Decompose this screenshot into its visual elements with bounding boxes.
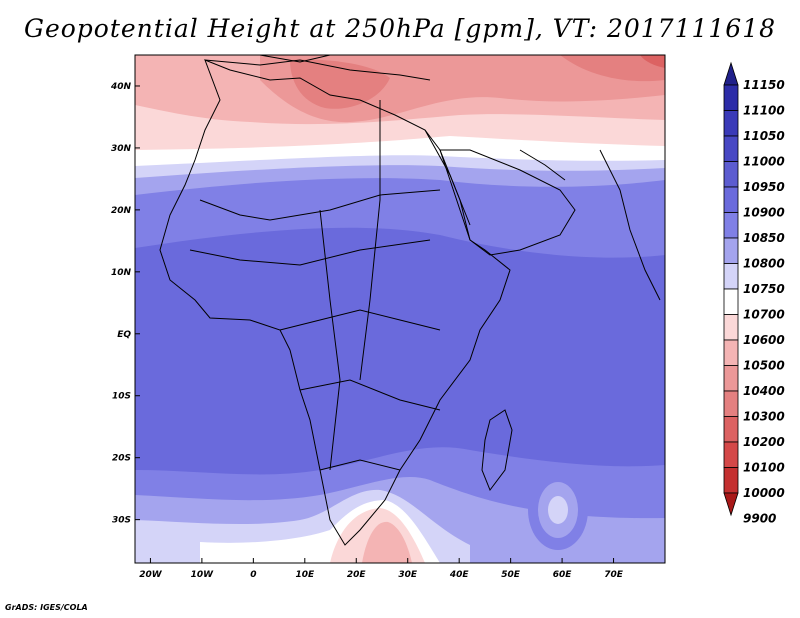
colorbar-swatch (723, 186, 739, 213)
border-central (279, 309, 441, 331)
lon-tick-label: 10W (191, 570, 215, 580)
colorbar-swatch (723, 339, 739, 366)
border-southern (319, 459, 401, 471)
madagascar (481, 409, 513, 492)
grads-credit: GrADS: IGES/COLA (5, 603, 88, 612)
lon-tick-label: 70E (604, 570, 624, 580)
lon-tick-label: 30E (398, 570, 418, 580)
lat-tick-label: 20N (111, 206, 132, 216)
colorbar-swatch (723, 288, 739, 315)
red-sea-west (424, 129, 471, 226)
colorbar-swatch (723, 212, 739, 239)
colorbar-label: 10900 (743, 206, 785, 220)
colorbar-label: 10400 (743, 384, 785, 398)
colorbar-top-arrow (723, 61, 739, 86)
colorbar-swatch (723, 365, 739, 392)
colorbar-swatch (723, 161, 739, 188)
mediterranean-north (259, 55, 331, 63)
lon-tick-label: 50E (501, 570, 521, 580)
shade-10500-south (362, 521, 412, 563)
lat-tick-label: 30S (112, 516, 131, 526)
colorbar-label: 11000 (743, 155, 785, 169)
border-meridional-1 (359, 100, 381, 381)
lat-tick-label: 40N (110, 82, 132, 92)
plot-frame (134, 54, 666, 564)
colorbar-swatch (723, 135, 739, 162)
colorbar-bottom-arrow (723, 492, 739, 517)
border-meridional-2 (319, 209, 341, 471)
lon-tick-label: 0 (250, 570, 256, 580)
colorbar-label: 11100 (743, 104, 785, 118)
lat-tick-label: EQ (117, 330, 131, 340)
lat-tick-label: 30N (111, 144, 132, 154)
colorbar-label: 10850 (743, 231, 785, 245)
colorbar-label: 10800 (743, 257, 785, 271)
lon-tick-label: 60E (553, 570, 573, 580)
lon-tick-label: 40E (449, 570, 470, 580)
colorbar-label: 10300 (743, 410, 785, 424)
shade-ridge-inner (548, 496, 568, 524)
colorbar-label: 11150 (743, 78, 785, 92)
colorbar-swatch (723, 110, 739, 137)
colorbar-swatch (723, 441, 739, 468)
persian-gulf (519, 149, 566, 181)
lon-tick-label: 20E (347, 570, 367, 580)
field-shading (135, 55, 665, 563)
latitude-axis: 40N 30N 20N 10N EQ 10S 20S 30S (110, 82, 140, 526)
colorbar-swatch (723, 416, 739, 443)
colorbar-label: 11050 (743, 129, 785, 143)
lat-tick-label: 10N (111, 268, 132, 278)
lon-tick-label: 20W (139, 570, 163, 580)
border-south-central (299, 379, 441, 411)
mediterranean-south (204, 59, 431, 81)
colorbar-label: 9900 (743, 512, 776, 526)
longitude-axis: 20W 10W 0 10E 20E 30E 40E 50E 60E 70E (139, 558, 624, 580)
colorbar-label: 10200 (743, 435, 785, 449)
colorbar-label: 10100 (743, 461, 785, 475)
colorbar-label: 10700 (743, 308, 785, 322)
shade-10200 (640, 55, 665, 68)
colorbar-swatch (723, 390, 739, 417)
colorbar-swatch (723, 467, 739, 494)
colorbar-label: 10750 (743, 282, 785, 296)
colorbar-swatch (723, 84, 739, 111)
colorbar-swatch (723, 237, 739, 264)
arabian-peninsula (439, 149, 576, 256)
colorbar-swatch (723, 263, 739, 290)
land-outlines (159, 55, 661, 546)
map-title: Geopotential Height at 250hPa [gpm], VT:… (23, 14, 777, 43)
india-coast (599, 149, 661, 301)
colorbar: 11150 11100 11050 11000 10950 10900 10850 10800… (723, 61, 785, 526)
colorbar-label: 10950 (743, 180, 785, 194)
border-sahel (189, 239, 431, 266)
lat-tick-label: 10S (112, 392, 131, 402)
lon-tick-label: 10E (295, 570, 315, 580)
lat-tick-label: 20S (112, 454, 131, 464)
africa-coastline (159, 59, 511, 546)
border-north-africa (199, 189, 441, 221)
colorbar-label: 10600 (743, 333, 785, 347)
colorbar-label: 10000 (743, 486, 785, 500)
colorbar-swatch (723, 314, 739, 341)
colorbar-label: 10500 (743, 359, 785, 373)
shade-10300-east (560, 55, 665, 82)
